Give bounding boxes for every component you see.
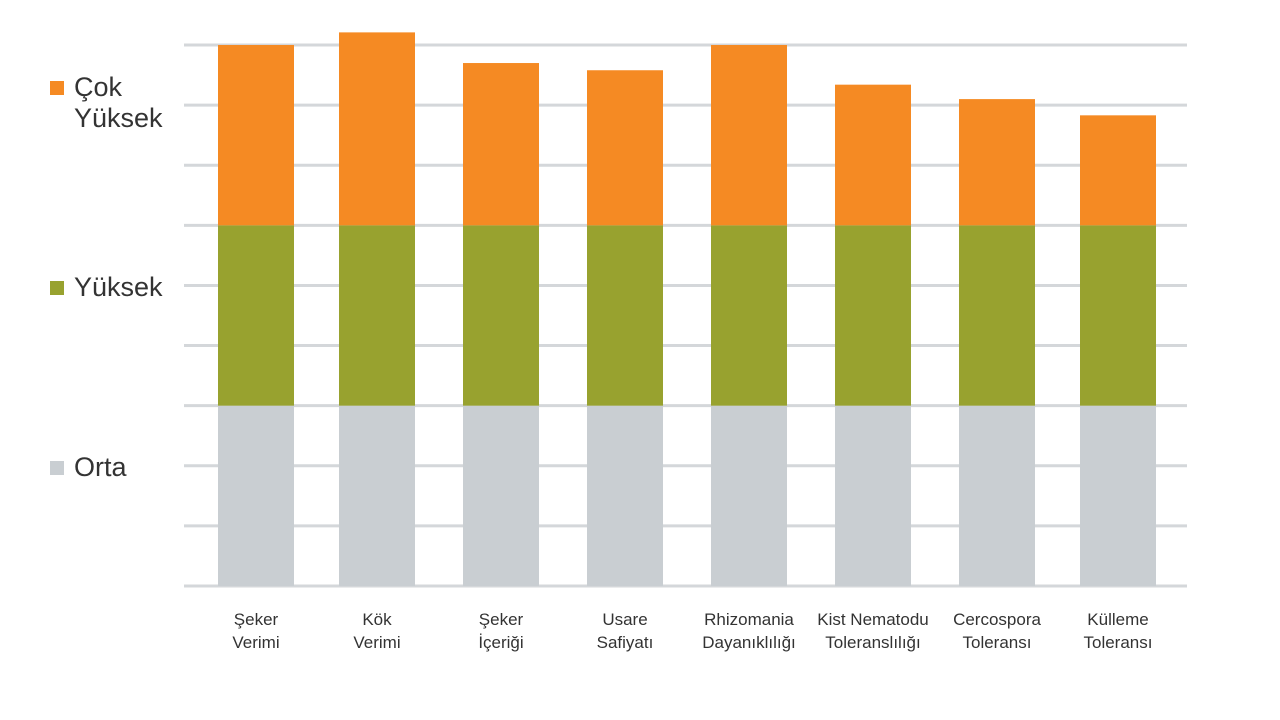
x-tick-label: Kök Verimi (353, 610, 401, 652)
bar-segment-ok-y-ksek (463, 63, 539, 226)
legend-swatch (50, 281, 64, 295)
x-tick-label: Cercospora Toleransı (953, 610, 1041, 652)
bar-segment-ok-y-ksek (339, 32, 415, 226)
legend-item-orta: Orta (50, 452, 184, 483)
bars (218, 32, 1156, 586)
bar-segment-orta (587, 405, 663, 586)
bar-segment-orta (835, 405, 911, 586)
bar-segment-orta (959, 405, 1035, 586)
x-tick-label: Kist Nematodu Toleranslılığı (817, 610, 929, 652)
bar-segment-orta (339, 405, 415, 586)
bar-segment-ok-y-ksek (218, 45, 294, 226)
bar-segment-y-ksek (835, 225, 911, 406)
x-tick-label: Rhizomania Dayanıklılığı (702, 610, 796, 652)
bar-segment-orta (1080, 405, 1156, 586)
bar-segment-y-ksek (587, 225, 663, 406)
bar-segment-ok-y-ksek (711, 45, 787, 226)
bar-segment-ok-y-ksek (587, 70, 663, 226)
bar-segment-orta (463, 405, 539, 586)
bar-segment-orta (218, 405, 294, 586)
legend-label: Çok Yüksek (74, 72, 163, 133)
x-tick-label: Şeker Verimi (232, 610, 280, 652)
legend-item-y-ksek: Yüksek (50, 272, 184, 303)
x-tick-label: Şeker İçeriği (478, 610, 524, 652)
legend-swatch (50, 461, 64, 475)
x-tick-label: Usare Safiyatı (596, 610, 654, 652)
bar-segment-y-ksek (711, 225, 787, 406)
bar-segment-y-ksek (1080, 225, 1156, 406)
bar-segment-ok-y-ksek (1080, 115, 1156, 226)
bar-segment-y-ksek (463, 225, 539, 406)
bar-segment-y-ksek (959, 225, 1035, 406)
bar-segment-y-ksek (218, 225, 294, 406)
x-tick-label: Külleme Toleransı (1083, 610, 1153, 652)
gridlines (184, 43, 1187, 588)
legend-label: Orta (74, 452, 127, 482)
bar-segment-orta (711, 405, 787, 586)
legend-swatch (50, 81, 64, 95)
bar-segment-ok-y-ksek (835, 84, 911, 226)
legend-label: Yüksek (74, 272, 163, 302)
legend-item-ok-y-ksek: Çok Yüksek (50, 72, 184, 134)
bar-segment-ok-y-ksek (959, 99, 1035, 226)
bar-segment-y-ksek (339, 225, 415, 406)
